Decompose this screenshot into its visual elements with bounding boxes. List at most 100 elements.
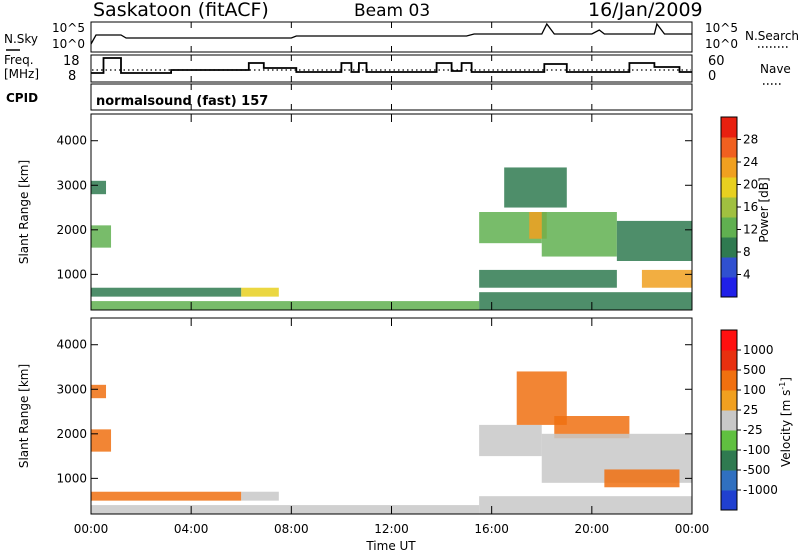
heatmap-cell [91, 491, 242, 501]
nsky-trace [90, 22, 692, 45]
y-tick-label: 3000 [56, 178, 87, 192]
nave-tick-bottom: 0 [708, 69, 716, 84]
heatmap-cell [479, 269, 617, 288]
velocity-panel: 4000 3000 2000 1000 Slant Range [km] [17, 317, 693, 515]
y-tick-label: 1000 [56, 471, 87, 485]
freq-label-1: Freq. [4, 53, 34, 67]
colorbar-swatch [721, 197, 737, 218]
heatmap-cell [541, 212, 617, 257]
colorbar-swatch [721, 450, 737, 471]
colorbar-tick-label: -25 [743, 423, 763, 437]
colorbar-swatch [721, 257, 737, 278]
colorbar-swatch [721, 137, 737, 158]
x-tick-label: 00:00 [74, 522, 109, 536]
heatmap-cell [479, 496, 692, 514]
velocity-ylabel: Slant Range [km] [17, 364, 31, 468]
heatmap-cell [91, 287, 242, 297]
colorbar-swatch [721, 370, 737, 391]
velocity-heatmap [91, 371, 692, 514]
power-colorbar: 28 24 20 16 12 8 4 Power [dB] [720, 116, 771, 298]
nsearch-label: N.Search [745, 29, 799, 43]
freq-panel: Freq. [MHz] 18 8 60 0 Nave [4, 53, 791, 85]
x-tick-label: 04:00 [174, 522, 209, 536]
y-tick-label: 2000 [56, 223, 87, 237]
velocity-y-axis: 4000 3000 2000 1000 [56, 338, 692, 485]
heatmap-cell [616, 220, 692, 261]
nsearch-tick-bottom: 10^0 [705, 37, 738, 51]
colorbar-swatch [721, 217, 737, 238]
colorbar-tick-label: 1000 [743, 343, 774, 357]
velocity-label-sup: -1 [778, 382, 787, 390]
x-tick-label: 08:00 [274, 522, 309, 536]
colorbar-swatch [721, 277, 737, 298]
colorbar-swatch [721, 410, 737, 431]
colorbar-swatch [721, 350, 737, 371]
y-tick-label: 2000 [56, 427, 87, 441]
colorbar-tick-label: 28 [743, 133, 758, 147]
colorbar-tick-label: 25 [743, 403, 758, 417]
freq-trace [91, 57, 692, 74]
power-ylabel: Slant Range [km] [17, 160, 31, 264]
heatmap-cell [554, 416, 630, 439]
heatmap-cell [91, 301, 480, 310]
y-tick-label: 4000 [56, 134, 87, 148]
cpid-label: CPID [6, 91, 38, 105]
heatmap-cell [91, 225, 112, 248]
heatmap-cell [479, 424, 542, 457]
freq-tick-top: 18 [63, 54, 80, 69]
x-tick-label: 20:00 [575, 522, 610, 536]
x-axis-label: Time UT [365, 539, 416, 553]
heatmap-cell [91, 429, 112, 452]
velocity-label-end: ] [779, 377, 793, 382]
colorbar-tick-label: 500 [743, 363, 766, 377]
nsky-tick-top: 10^5 [52, 21, 85, 35]
nsky-label: N.Sky [4, 32, 38, 46]
colorbar-swatch [721, 490, 737, 511]
colorbar-swatch [721, 390, 737, 411]
x-tick-label: 12:00 [374, 522, 409, 536]
colorbar-tick-label: 100 [743, 383, 766, 397]
power-colorbar-label: Power [dB] [757, 177, 771, 242]
freq-label-2: [MHz] [4, 67, 39, 81]
colorbar-tick-label: 20 [743, 178, 758, 192]
heatmap-cell [91, 384, 107, 399]
cpid-panel: CPID normalsound (fast) 157 [6, 83, 693, 111]
colorbar-tick-label: -500 [743, 463, 770, 477]
x-tick-label: 16:00 [474, 522, 509, 536]
velocity-colorbar-swatches [721, 330, 737, 511]
station-title: Saskatoon (fitACF) [93, 0, 269, 21]
colorbar-tick-label: 8 [743, 245, 751, 259]
power-colorbar-swatches [721, 117, 737, 298]
colorbar-swatch [721, 157, 737, 178]
power-colorbar-ticks: 28 24 20 16 12 8 4 [737, 133, 758, 282]
heatmap-cell [479, 292, 692, 310]
colorbar-tick-label: 24 [743, 155, 758, 169]
freq-tick-bottom: 8 [68, 69, 76, 84]
nave-label: Nave [760, 62, 791, 76]
y-tick-label: 1000 [56, 267, 87, 281]
colorbar-swatch [721, 470, 737, 491]
colorbar-swatch [721, 237, 737, 258]
cpid-text: normalsound (fast) 157 [96, 94, 268, 109]
velocity-label-main: Velocity [m s [779, 390, 793, 467]
colorbar-swatch [721, 330, 737, 351]
heatmap-cell [241, 287, 279, 297]
colorbar-tick-label: -100 [743, 443, 770, 457]
velocity-colorbar: 1000 500 100 25 -25 -100 -500 -1000 Velocity [m… [720, 329, 793, 511]
beam-title: Beam 03 [354, 1, 430, 21]
power-heatmap [91, 167, 692, 310]
x-tick-label: 00:00 [675, 522, 710, 536]
velocity-colorbar-ticks: 1000 500 100 25 -25 -100 -500 -1000 [737, 343, 778, 497]
time-x-axis: 00:00 04:00 08:00 12:00 16:00 20:00 00:00 [74, 22, 710, 536]
date-title: 16/Jan/2009 [588, 0, 703, 21]
colorbar-tick-label: 12 [743, 223, 758, 237]
heatmap-cell [91, 505, 480, 514]
nsearch-tick-top: 10^5 [705, 21, 738, 35]
nsky-tick-bottom: 10^0 [52, 37, 85, 51]
heatmap-cell [91, 180, 107, 195]
colorbar-swatch [721, 430, 737, 451]
colorbar-swatch [721, 177, 737, 198]
nave-tick-top: 60 [708, 54, 725, 69]
heatmap-cell [604, 469, 680, 488]
